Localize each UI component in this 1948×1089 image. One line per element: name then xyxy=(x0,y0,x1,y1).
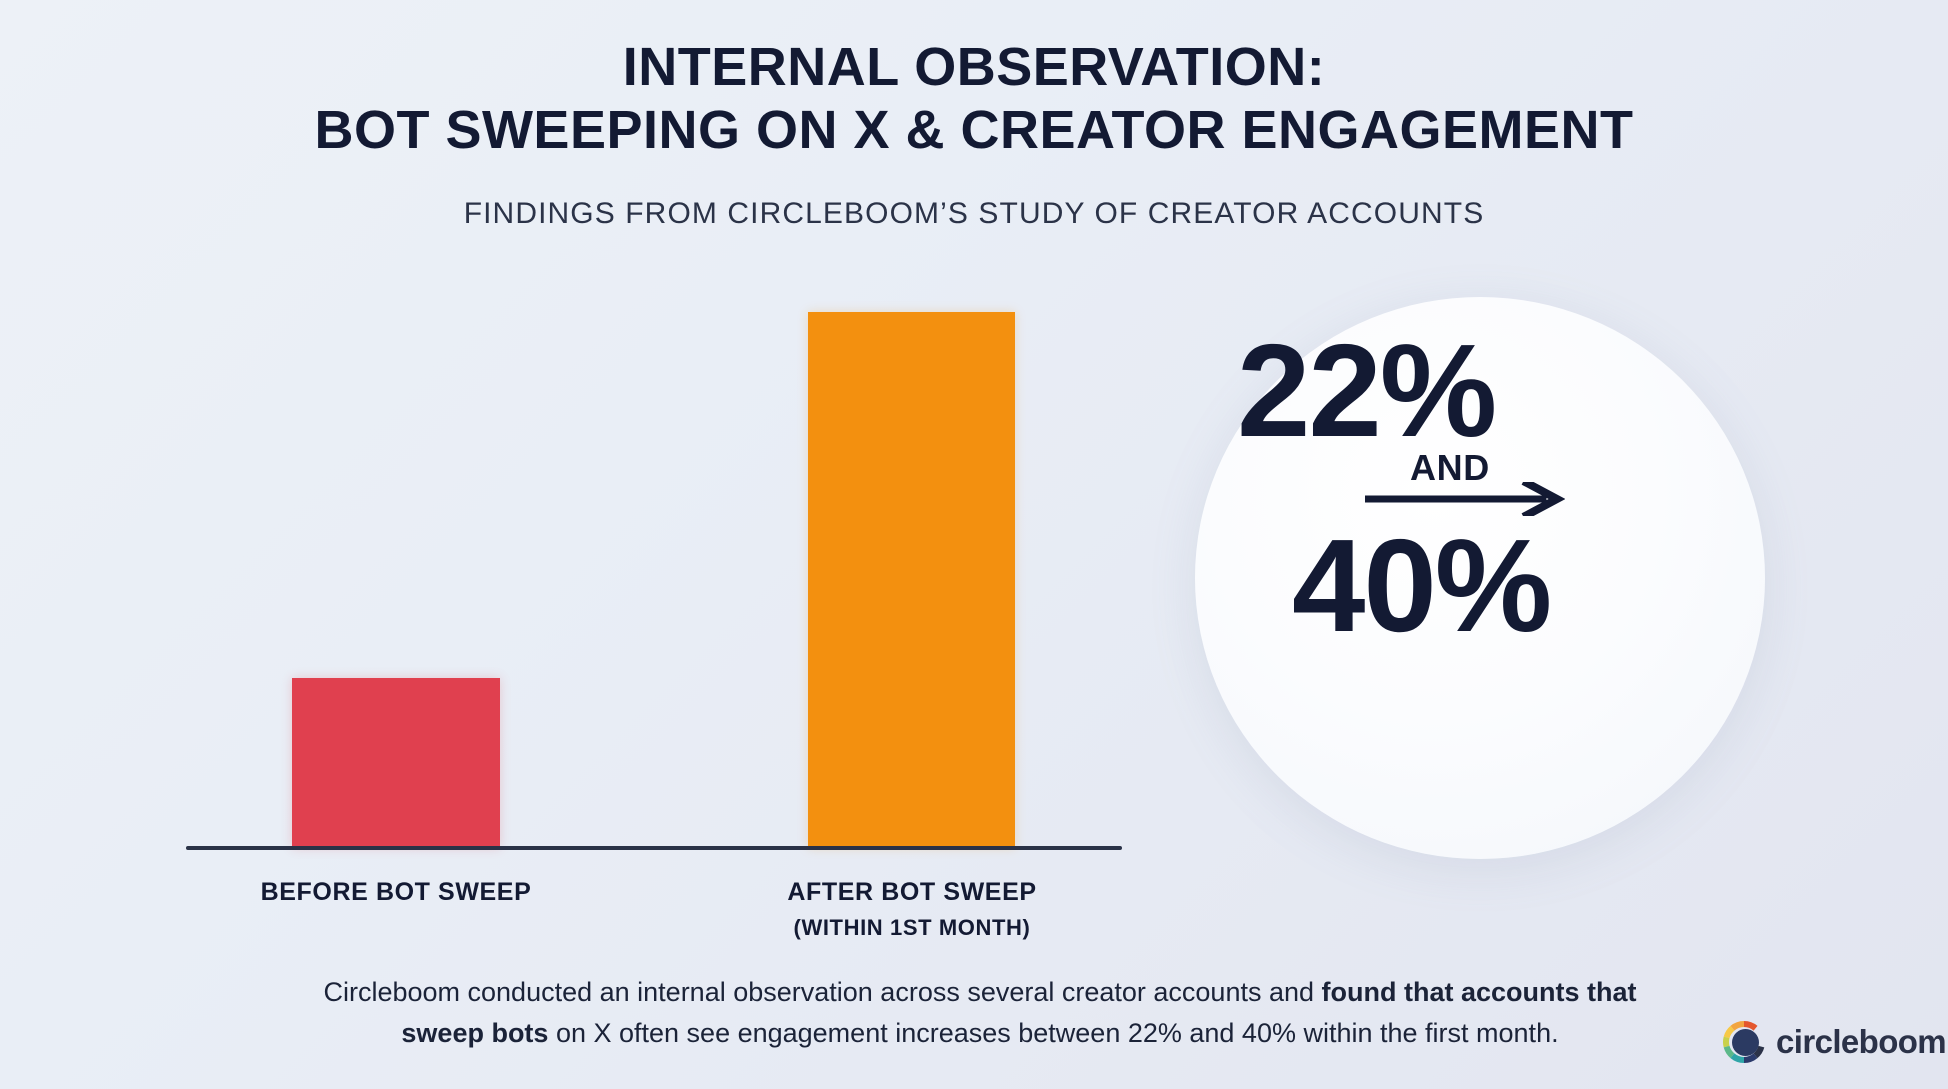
callout-connector-label: AND xyxy=(1410,447,1490,488)
footer-text-bold-1: found that accounts that xyxy=(1321,977,1637,1007)
bar-label-before: BEFORE BOT SWEEP xyxy=(186,878,606,907)
circleboom-ring-icon xyxy=(1722,1021,1765,1063)
bar-label-after: AFTER BOT SWEEP (WITHIN 1ST MONTH) xyxy=(700,878,1124,941)
title-line-1: INTERNAL OBSERVATION: xyxy=(622,37,1326,97)
title-line-2: BOT SWEEPING ON X & CREATOR ENGAGEMENT xyxy=(314,100,1634,160)
page-subtitle: FINDINGS FROM CIRCLEBOOM’S STUDY OF CREA… xyxy=(463,197,1485,230)
bar-label-before-text: BEFORE BOT SWEEP xyxy=(260,878,532,906)
footer-text-plain-2: on X often see engagement increases betw… xyxy=(548,1018,1559,1048)
footer-text-plain-1: Circleboom conducted an internal observa… xyxy=(323,977,1322,1007)
logo-wordmark: circleboom xyxy=(1776,1023,1947,1060)
bar-label-after-sublabel: (WITHIN 1ST MONTH) xyxy=(793,915,1031,940)
callout-value-bottom: 40% xyxy=(1292,512,1552,659)
footer-text-bold-2: sweep bots xyxy=(401,1018,549,1048)
bar-before-bot-sweep xyxy=(292,678,500,848)
footer-description: Circleboom conducted an internal observa… xyxy=(280,972,1680,1054)
arrow-right-icon xyxy=(1365,482,1565,516)
chart-baseline-axis xyxy=(186,846,1122,850)
page-title: INTERNAL OBSERVATION: BOT SWEEPING ON X … xyxy=(0,36,1948,162)
bar-after-bot-sweep xyxy=(808,312,1015,848)
percentage-callout-circle xyxy=(1195,297,1765,859)
bar-chart: BEFORE BOT SWEEP AFTER BOT SWEEP (WITHIN… xyxy=(186,312,1124,941)
brand-logo: circleboom xyxy=(1718,1016,1947,1068)
callout-value-top: 22% xyxy=(1237,317,1497,464)
bar-label-after-text: AFTER BOT SWEEP xyxy=(787,878,1037,906)
